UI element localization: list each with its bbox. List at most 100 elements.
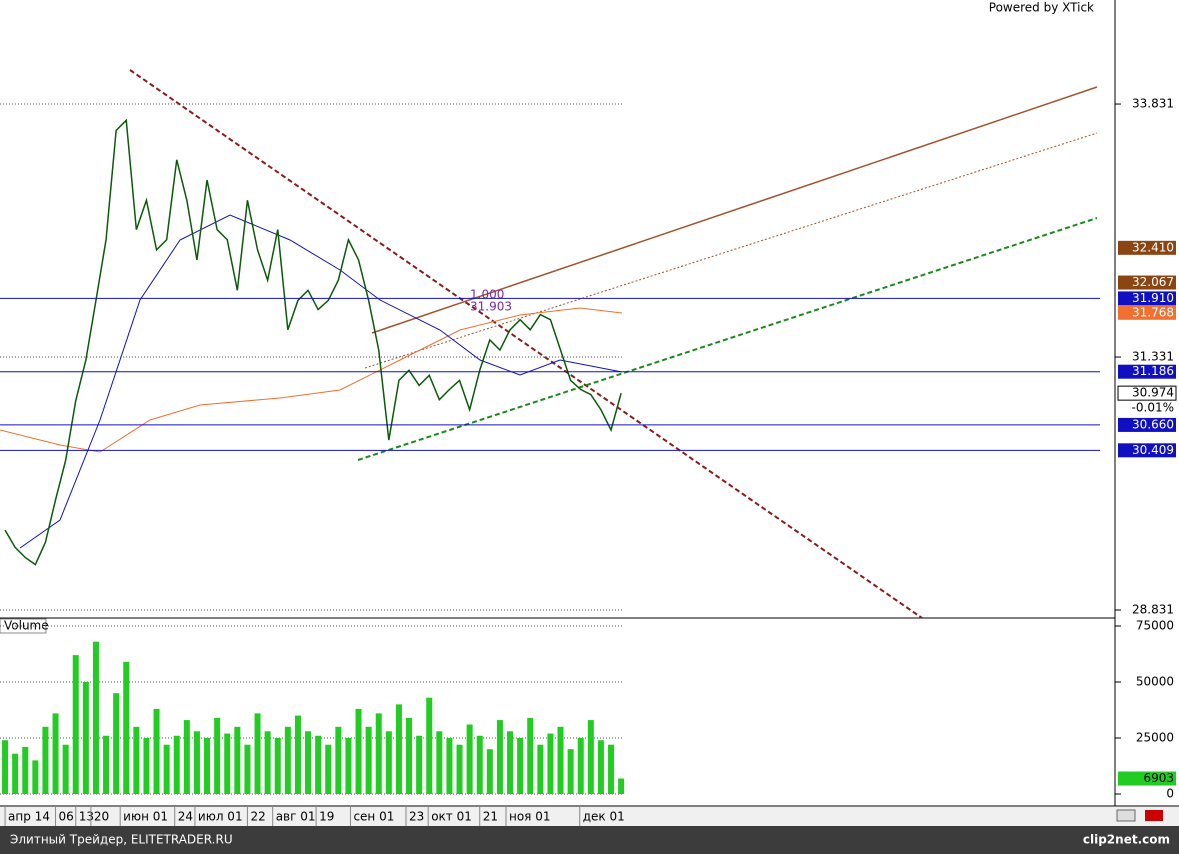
- volume-bar: [294, 715, 301, 794]
- volume-bar: [103, 735, 110, 794]
- volume-bar: [365, 726, 372, 794]
- volume-bar: [143, 738, 150, 794]
- volume-bar: [395, 704, 402, 794]
- volume-bar: [42, 726, 49, 794]
- price-line: [4, 118, 622, 566]
- volume-bar: [406, 717, 413, 794]
- x-tick-label: дек 01: [583, 810, 625, 824]
- price-tag-label: 30.409: [1132, 443, 1174, 457]
- change-tag: [1118, 401, 1176, 416]
- x-tick-label: июл 01: [198, 810, 243, 824]
- close-button[interactable]: [1145, 810, 1163, 821]
- x-tick-label: 24: [178, 810, 193, 824]
- volume-tag: [1118, 771, 1176, 786]
- volume-bar: [597, 740, 604, 794]
- volume-bar: [193, 731, 200, 794]
- price-tag: [1118, 364, 1176, 379]
- price-tag-label: 32.067: [1132, 275, 1174, 289]
- volume-bar: [345, 738, 352, 794]
- volume-bar: [608, 744, 615, 794]
- x-tick-label: 23: [409, 810, 424, 824]
- price-tag-label: 32.410: [1132, 240, 1174, 254]
- volume-bar: [466, 724, 473, 794]
- x-tick-label: 06: [59, 810, 74, 824]
- volume-bar: [446, 738, 453, 794]
- volume-bar: [264, 731, 271, 794]
- volume-bar: [224, 733, 231, 794]
- x-tick-label: 21: [483, 810, 498, 824]
- powered-by: Powered by XTick: [989, 1, 1094, 15]
- price-tag: [1117, 385, 1177, 401]
- volume-bar: [355, 708, 362, 794]
- volume-bar: [244, 744, 251, 794]
- x-tick-label: 19: [319, 810, 334, 824]
- price-tag: [1118, 443, 1176, 458]
- volume-bar: [183, 720, 190, 794]
- price-tag: [1118, 240, 1176, 255]
- volume-bar: [507, 731, 514, 794]
- volume-bar: [72, 655, 79, 794]
- y-tick-label: 25000: [1136, 731, 1174, 745]
- volume-bar: [456, 744, 463, 794]
- volume-bar: [22, 746, 29, 794]
- y-tick-label: 28.831: [1132, 603, 1174, 617]
- volume-bar: [557, 726, 564, 794]
- x-tick-label: авг 01: [276, 810, 316, 824]
- volume-bar: [204, 738, 211, 794]
- volume-bar: [527, 717, 534, 794]
- x-tick-label: окт 01: [431, 810, 472, 824]
- volume-bar: [284, 726, 291, 794]
- price-tag-label: 30.660: [1132, 417, 1174, 431]
- x-tick-label: июн 01: [123, 810, 168, 824]
- price-tag: [1118, 417, 1176, 432]
- volume-bar: [486, 749, 493, 794]
- volume-bar: [335, 726, 342, 794]
- volume-bar: [153, 708, 160, 794]
- volume-bar: [375, 713, 382, 794]
- price-tag: [1118, 291, 1176, 306]
- x-tick-label: сен 01: [353, 810, 394, 824]
- volume-bar: [274, 738, 281, 794]
- volume-bar: [618, 778, 625, 794]
- footer-source: Элитный Трейдер, ELITETRADER.RU: [10, 833, 233, 847]
- volume-bar: [92, 641, 99, 794]
- footer-brand: clip2net.com: [1083, 833, 1170, 847]
- volume-bar: [476, 735, 483, 794]
- volume-bar: [587, 720, 594, 794]
- volume-bar: [234, 726, 241, 794]
- x-tick-label: 13: [79, 810, 94, 824]
- scroll-button[interactable]: [1116, 809, 1136, 822]
- x-tick-label: ноя 01: [509, 810, 550, 824]
- volume-bar: [496, 720, 503, 794]
- volume-bar: [12, 753, 19, 794]
- price-tag-label: 31.768: [1132, 305, 1174, 319]
- volume-bar: [52, 713, 59, 794]
- y-tick-label: 50000: [1136, 675, 1174, 689]
- volume-bar: [315, 735, 322, 794]
- y-tick-label: 75000: [1136, 619, 1174, 633]
- change-label: -0.01%: [1132, 401, 1174, 415]
- volume-bar: [547, 733, 554, 794]
- x-tick-label: 20: [94, 810, 109, 824]
- volume-bar: [163, 744, 170, 794]
- volume-bar: [82, 682, 89, 794]
- volume-bar: [2, 740, 9, 794]
- price-tag: [1118, 305, 1176, 320]
- volume-tag-label: 6903: [1143, 771, 1174, 785]
- volume-bar: [537, 744, 544, 794]
- volume-bar: [577, 738, 584, 794]
- volume-bar: [426, 697, 433, 794]
- y-tick-label: 33.831: [1132, 97, 1174, 111]
- volume-bar: [32, 760, 39, 794]
- volume-bar: [133, 726, 140, 794]
- volume-bar: [214, 717, 221, 794]
- trendlines: [0, 69, 1098, 619]
- volume-bar: [416, 735, 423, 794]
- volume-bar: [436, 731, 443, 794]
- volume-bar: [62, 744, 69, 794]
- volume-bar: [567, 749, 574, 794]
- volume-bar: [113, 693, 120, 794]
- volume-bar: [254, 713, 261, 794]
